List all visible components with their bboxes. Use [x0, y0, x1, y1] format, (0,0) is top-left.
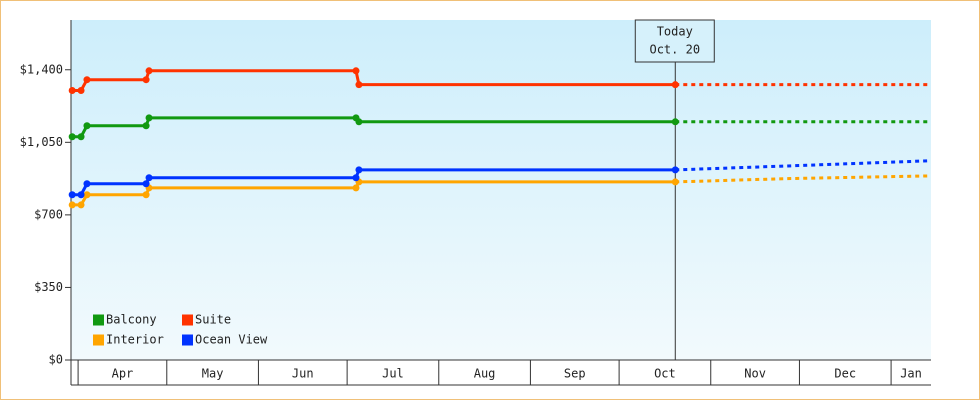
point	[671, 81, 679, 89]
point	[83, 180, 91, 188]
y-tick-label: $700	[34, 207, 63, 221]
point	[83, 76, 91, 84]
x-tick-label: Aug	[474, 367, 496, 381]
legend-label: Interior	[106, 333, 164, 347]
point	[352, 174, 360, 182]
today-box	[634, 19, 715, 63]
y-tick-label: $1,400	[20, 62, 63, 76]
point	[77, 201, 85, 209]
plot-area	[71, 20, 931, 360]
point	[77, 191, 85, 199]
point	[68, 133, 76, 141]
x-tick-label: Apr	[112, 367, 134, 381]
x-tick-label: Jun	[292, 367, 314, 381]
legend-swatch	[182, 334, 193, 346]
point	[68, 191, 76, 199]
point	[68, 86, 76, 94]
point	[352, 67, 360, 75]
point	[671, 178, 679, 186]
point	[142, 180, 150, 188]
point	[77, 133, 85, 141]
point	[83, 122, 91, 130]
point	[77, 86, 85, 94]
x-tick-label: Jan	[900, 367, 922, 381]
x-tick-label: Dec	[834, 367, 856, 381]
point	[145, 174, 153, 182]
legend-swatch	[93, 334, 104, 346]
point	[671, 166, 679, 174]
point	[355, 81, 363, 89]
point	[68, 201, 76, 209]
legend-swatch	[182, 314, 193, 326]
point	[142, 191, 150, 199]
point	[142, 76, 150, 84]
forecast-line	[675, 159, 930, 172]
point	[142, 122, 150, 130]
x-tick-label: Jul	[382, 367, 404, 381]
point	[355, 166, 363, 174]
point	[355, 118, 363, 126]
legend-label: Ocean View	[195, 333, 268, 347]
legend-label: Suite	[195, 313, 231, 327]
point	[671, 118, 679, 126]
y-tick-label: $350	[34, 280, 63, 294]
today-label: Today	[657, 25, 693, 39]
point	[145, 67, 153, 75]
legend-label: Balcony	[106, 313, 157, 327]
point	[352, 184, 360, 192]
legend-swatch	[93, 314, 104, 326]
y-tick-label: $0	[49, 353, 63, 367]
point	[83, 191, 91, 199]
x-tick-label: May	[202, 367, 224, 381]
forecast-line	[675, 174, 930, 184]
x-tick-label: Nov	[744, 367, 766, 381]
x-tick-label: Sep	[564, 367, 586, 381]
y-tick-label: $1,050	[20, 135, 63, 149]
today-date: Oct. 20	[649, 43, 700, 57]
x-tick-label: Oct	[654, 367, 676, 381]
point	[145, 114, 153, 122]
